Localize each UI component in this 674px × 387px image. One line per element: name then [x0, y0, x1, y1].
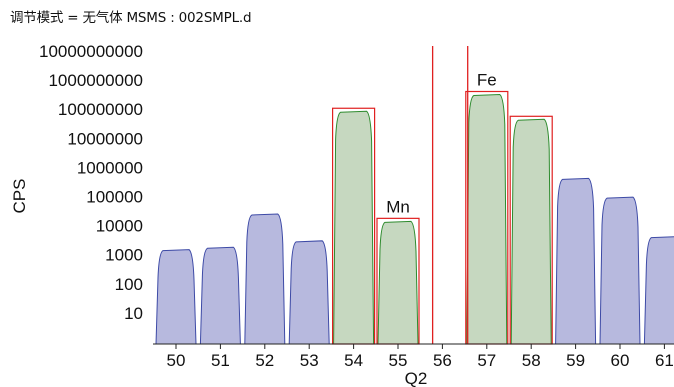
peak-52 [244, 213, 286, 345]
peak-54 [333, 110, 375, 345]
y-tick-label: 100 [115, 275, 143, 294]
x-axis-label: Q2 [405, 369, 428, 387]
x-tick-label: 59 [566, 351, 585, 370]
x-tick-label: 56 [433, 351, 452, 370]
x-tick-label: 61 [655, 351, 674, 370]
chart-title: 调节模式 = 无气体 MSMS : 002SMPL.d [10, 10, 252, 26]
peak-55 [377, 220, 419, 345]
x-tick-label: 50 [167, 351, 186, 370]
y-tick-label: 10 [124, 304, 143, 323]
peak-58 [510, 118, 552, 345]
x-tick-label: 52 [255, 351, 274, 370]
y-tick-label: 10000000000 [39, 42, 143, 61]
x-tick-label: 55 [389, 351, 408, 370]
x-axis-ticks: 50 51 52 53 54 55 56 57 58 59 60 61 [167, 344, 674, 370]
peak-50 [155, 249, 197, 345]
y-axis-label: CPS [10, 179, 29, 214]
axis-labels: Mn Fe Q2 CPS [10, 71, 497, 387]
peak-57 [466, 93, 508, 345]
y-axis-ticks: 10 100 1000 10000 100000 1000000 10000000 10000… [39, 42, 143, 323]
x-tick-label: 54 [344, 351, 363, 370]
y-tick-label: 1000000 [77, 158, 143, 177]
y-tick-label: 10000000 [67, 129, 143, 148]
peak-60 [599, 196, 641, 345]
y-tick-label: 1000 [105, 246, 143, 265]
peak-61 [643, 236, 674, 345]
peak-51 [199, 246, 241, 345]
red-vertical-lines [431, 46, 469, 344]
peak-label-Mn: Mn [386, 197, 410, 216]
y-tick-label: 100000000 [58, 100, 143, 119]
peak-label-Fe: Fe [477, 71, 497, 90]
y-tick-label: 100000 [86, 188, 143, 207]
x-tick-label: 60 [611, 351, 630, 370]
peak-53 [288, 240, 330, 345]
peak-59 [555, 177, 597, 345]
y-tick-label: 1000000000 [48, 71, 143, 90]
peaks-layer [155, 93, 674, 345]
x-tick-label: 53 [300, 351, 319, 370]
x-tick-label: 57 [477, 351, 496, 370]
y-tick-label: 10000 [96, 217, 143, 236]
x-tick-label: 58 [522, 351, 541, 370]
x-tick-label: 51 [211, 351, 230, 370]
